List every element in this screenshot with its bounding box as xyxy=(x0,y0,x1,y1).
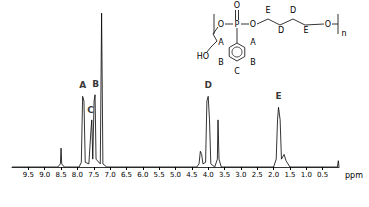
svg-text:9.5: 9.5 xyxy=(23,171,34,179)
svg-text:1.5: 1.5 xyxy=(284,171,295,179)
svg-text:D: D xyxy=(278,26,284,35)
svg-text:2.5: 2.5 xyxy=(252,171,263,179)
svg-text:5.5: 5.5 xyxy=(154,171,165,179)
svg-text:D: D xyxy=(290,6,296,15)
svg-text:6.0: 6.0 xyxy=(137,171,148,179)
svg-text:n: n xyxy=(341,29,346,38)
svg-text:E: E xyxy=(275,91,281,101)
svg-text:O: O xyxy=(218,20,224,29)
svg-text:ppm: ppm xyxy=(345,171,363,180)
svg-text:O: O xyxy=(250,20,256,29)
svg-text:B: B xyxy=(218,58,224,67)
svg-text:C: C xyxy=(234,67,240,76)
svg-text:4.0: 4.0 xyxy=(203,171,214,179)
svg-text:HO: HO xyxy=(197,52,209,61)
svg-text:O: O xyxy=(325,20,331,29)
svg-text:A: A xyxy=(218,38,224,47)
svg-text:O: O xyxy=(234,1,240,10)
svg-text:1.0: 1.0 xyxy=(301,171,312,179)
svg-text:D: D xyxy=(204,80,211,90)
svg-text:6.5: 6.5 xyxy=(121,171,132,179)
svg-text:2.0: 2.0 xyxy=(268,171,279,179)
svg-text:8.5: 8.5 xyxy=(55,171,66,179)
svg-text:8.0: 8.0 xyxy=(72,171,83,179)
svg-text:3.0: 3.0 xyxy=(235,171,246,179)
svg-text:A: A xyxy=(250,38,256,47)
svg-text:3.5: 3.5 xyxy=(219,171,230,179)
svg-text:7.5: 7.5 xyxy=(88,171,99,179)
svg-text:5.0: 5.0 xyxy=(170,171,181,179)
svg-text:7.0: 7.0 xyxy=(105,171,116,179)
svg-text:9.0: 9.0 xyxy=(39,171,50,179)
svg-text:E: E xyxy=(265,6,270,15)
svg-text:E: E xyxy=(303,26,308,35)
svg-text:C: C xyxy=(87,105,94,115)
svg-text:B: B xyxy=(250,58,256,67)
svg-text:B: B xyxy=(92,79,99,89)
svg-text:0.5: 0.5 xyxy=(317,171,328,179)
svg-text:4.5: 4.5 xyxy=(186,171,197,179)
svg-text:A: A xyxy=(79,80,86,90)
svg-text:P: P xyxy=(235,20,240,29)
